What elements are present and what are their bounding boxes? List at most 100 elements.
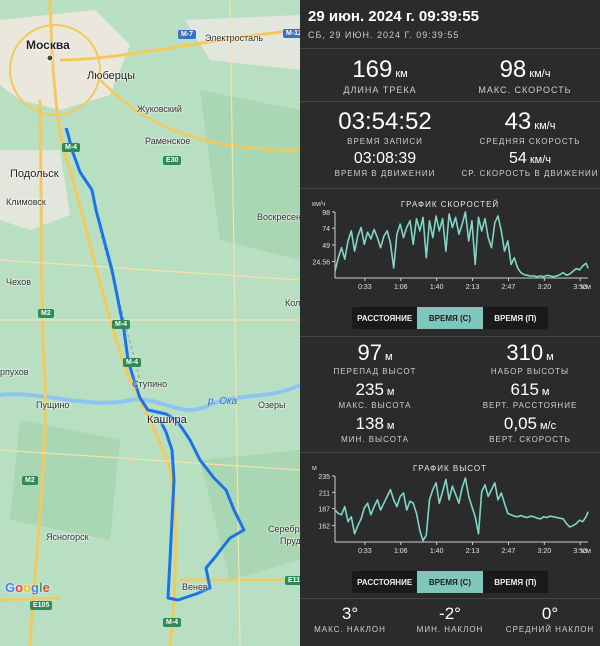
- map-canvas[interactable]: [0, 0, 300, 646]
- axis-option-button[interactable]: РАССТОЯНИЕ: [357, 577, 413, 587]
- data-point: [425, 534, 427, 536]
- data-point: [526, 274, 528, 276]
- vertical-distance-label: ВЕРТ. РАССТОЯНИЕ: [482, 401, 578, 410]
- data-point: [565, 274, 568, 276]
- road-e30: [89, 69, 300, 152]
- data-point: [507, 512, 509, 515]
- vertical-speed-unit: м/с: [539, 420, 557, 432]
- data-point: [552, 276, 555, 278]
- city-label: Климовск: [6, 197, 46, 207]
- data-point: [503, 250, 506, 252]
- data-point: [549, 275, 551, 277]
- city-label: Серебр: [268, 524, 300, 534]
- data-point: [461, 486, 463, 489]
- vertical-distance-value: 615: [510, 380, 539, 399]
- axis-option-button[interactable]: ВРЕМЯ (С): [417, 571, 483, 593]
- data-point: [376, 236, 378, 239]
- data-point: [402, 236, 405, 239]
- road-m7: [59, 28, 300, 62]
- data-point: [393, 267, 395, 269]
- data-point: [367, 231, 369, 233]
- data-point: [487, 236, 489, 239]
- data-point: [578, 269, 581, 271]
- track-length-unit: км: [395, 68, 408, 80]
- data-point: [334, 509, 336, 511]
- axis-option-button[interactable]: ВРЕМЯ (П): [494, 313, 537, 323]
- track-length-label: ДЛИНА ТРЕКА: [343, 85, 417, 95]
- city-label: Ступино: [132, 379, 168, 389]
- data-point: [353, 250, 356, 252]
- divider: [300, 188, 600, 189]
- data-point: [490, 247, 493, 249]
- data-point: [383, 502, 385, 504]
- data-point: [435, 482, 437, 484]
- data-point: [334, 270, 336, 272]
- data-point: [419, 230, 421, 232]
- data-point: [350, 230, 352, 232]
- data-point: [530, 275, 532, 277]
- x-tick-label: 2:13: [466, 548, 480, 555]
- avg-speed-value: 43: [504, 108, 532, 135]
- minor-road: [0, 449, 300, 471]
- x-tick-label: 2:47: [502, 284, 516, 291]
- data-point: [376, 499, 378, 501]
- data-point: [497, 215, 499, 217]
- river-oka: [0, 383, 300, 412]
- x-tick-label: 2:13: [466, 284, 480, 291]
- x-tick-label: 0:33: [358, 284, 372, 291]
- data-point: [539, 518, 541, 520]
- elevation-drop-unit: м: [384, 351, 393, 363]
- vertical-speed-stat: 0,05 м/с ВЕРТ. СКОРОСТЬ: [465, 414, 595, 444]
- data-point: [500, 492, 502, 494]
- y-tick-label: 74: [322, 226, 330, 233]
- data-point: [360, 226, 362, 229]
- data-point: [562, 518, 564, 520]
- data-point: [344, 258, 346, 260]
- y-tick-label: 24.56: [312, 259, 330, 266]
- data-point: [451, 485, 453, 487]
- data-point: [572, 270, 574, 272]
- data-point: [474, 516, 476, 518]
- min-slope-label: МИН. НАКЛОН: [416, 625, 484, 634]
- data-point: [523, 516, 525, 518]
- y-tick-label: 98: [322, 210, 330, 217]
- data-point: [448, 213, 450, 215]
- minor-road: [229, 0, 241, 646]
- data-point: [587, 267, 589, 269]
- moscow-marker: [46, 54, 54, 62]
- data-point: [412, 502, 414, 504]
- avg-speed-unit: км/ч: [534, 120, 556, 132]
- min-slope-stat: -2° МИН. НАКЛОН: [400, 604, 500, 634]
- road-shield: M2: [38, 309, 54, 318]
- data-point: [428, 499, 431, 501]
- moving-time-label: ВРЕМЯ В ДВИЖЕНИИ: [334, 169, 436, 178]
- data-point: [484, 484, 486, 486]
- track-date-title: 29 июн. 2024 г. 09:39:55: [308, 8, 479, 25]
- data-point: [396, 233, 398, 235]
- divider: [300, 452, 600, 453]
- series-line: [334, 211, 589, 278]
- data-point: [396, 506, 398, 508]
- axis-option-button[interactable]: РАССТОЯНИЕ: [357, 313, 413, 323]
- map-view[interactable]: Москва Люберцы Электросталь Жуковский Раменс…: [0, 0, 300, 646]
- data-point: [419, 529, 421, 532]
- data-point: [464, 477, 467, 479]
- track-route[interactable]: [64, 127, 246, 602]
- data-point: [380, 247, 382, 249]
- data-point: [546, 516, 548, 519]
- y-tick-label: 187: [318, 507, 330, 514]
- data-point: [344, 506, 346, 508]
- data-point: [438, 230, 440, 232]
- data-point: [572, 525, 574, 527]
- data-point: [445, 250, 447, 252]
- data-point: [578, 519, 581, 521]
- data-point: [422, 216, 424, 218]
- data-point: [363, 507, 365, 509]
- axis-option-button[interactable]: ВРЕМЯ (С): [417, 307, 483, 329]
- data-point: [481, 230, 483, 232]
- road-shield: M-12: [283, 29, 300, 38]
- data-point: [569, 526, 571, 528]
- axis-option-button[interactable]: ВРЕМЯ (П): [494, 577, 537, 587]
- data-point: [370, 238, 372, 240]
